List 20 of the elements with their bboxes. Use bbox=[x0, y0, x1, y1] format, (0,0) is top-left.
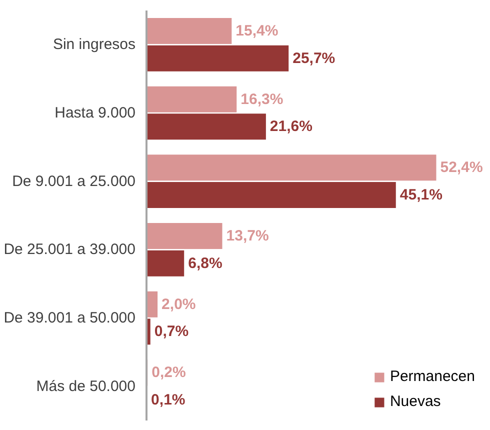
legend-label: Nuevas bbox=[390, 393, 441, 410]
data-label: 16,3% bbox=[240, 90, 284, 108]
data-label: 0,1% bbox=[151, 392, 186, 408]
data-label: 25,7% bbox=[292, 50, 336, 67]
y-tick-label: Sin ingresos bbox=[52, 36, 136, 54]
y-tick-label: Hasta 9.000 bbox=[54, 104, 136, 122]
data-label: 2,0% bbox=[162, 296, 196, 313]
y-tick-label: Más de 50.000 bbox=[36, 378, 136, 395]
data-label: 13,7% bbox=[226, 228, 269, 244]
y-tick-label: De 25.001 a 39.000 bbox=[4, 241, 136, 258]
data-label: 21,6% bbox=[270, 118, 312, 136]
y-tick-label: De 9.001 a 25.000 bbox=[12, 172, 136, 190]
data-label: 45,1% bbox=[400, 186, 442, 204]
y-tick-label: De 39.001 a 50.000 bbox=[4, 310, 136, 326]
data-label: 15,4% bbox=[236, 22, 278, 40]
data-label: 0,2% bbox=[152, 364, 186, 382]
data-label: 0,7% bbox=[154, 323, 189, 340]
legend-label: Permanecen bbox=[390, 368, 475, 385]
data-label: 52,4% bbox=[440, 159, 483, 176]
data-label: 6,8% bbox=[188, 254, 222, 272]
